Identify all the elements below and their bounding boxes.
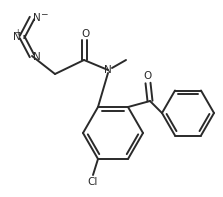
Text: +: + <box>15 28 21 36</box>
Text: −: − <box>40 9 47 19</box>
Text: N: N <box>104 65 112 75</box>
Text: N: N <box>33 13 41 23</box>
Text: Cl: Cl <box>88 177 98 187</box>
Text: N: N <box>13 32 21 42</box>
Text: O: O <box>82 29 90 39</box>
Text: O: O <box>144 71 152 81</box>
Text: N: N <box>33 52 41 62</box>
